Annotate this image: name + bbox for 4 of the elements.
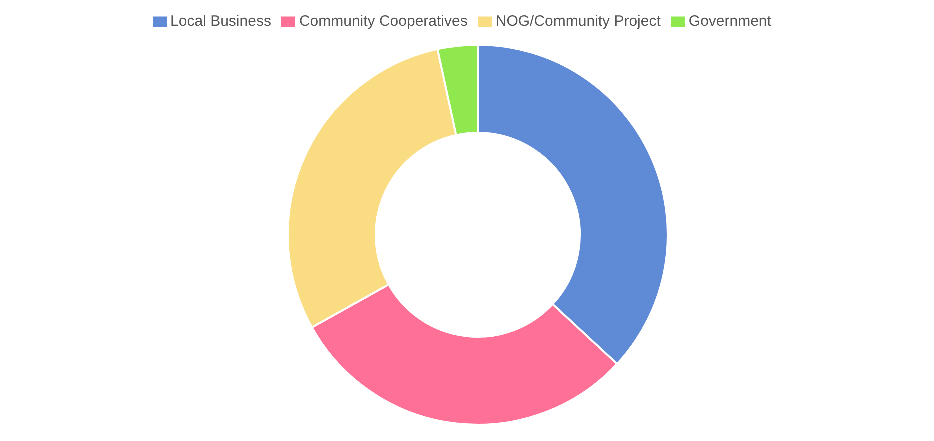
legend-label: Government <box>688 13 772 30</box>
legend-label: Community Cooperatives <box>299 13 468 30</box>
legend-label: Local Business <box>170 13 272 30</box>
legend-label: NOG/Community Project <box>496 13 661 30</box>
